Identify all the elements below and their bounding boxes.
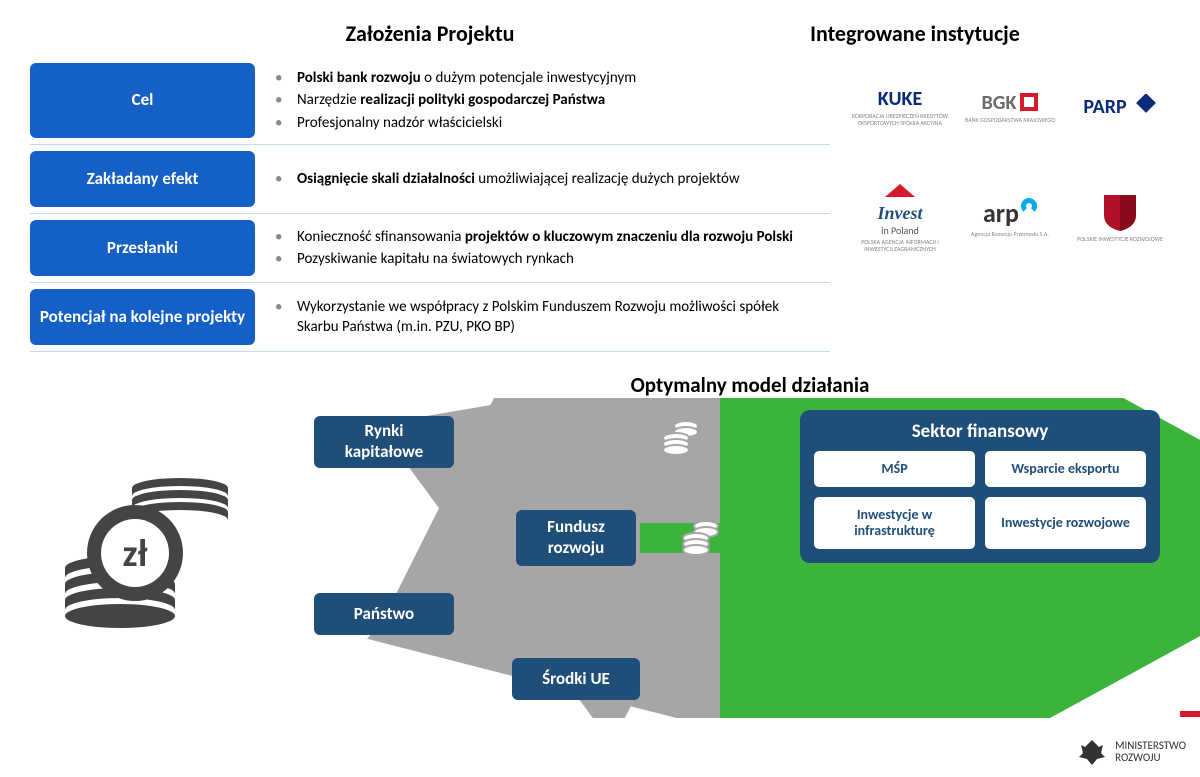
row-label: Cel	[30, 63, 255, 138]
title-model: Optymalny model działania	[0, 372, 1200, 398]
assumptions-table: Cel Polski bank rozwoju o dużym potencjal…	[30, 57, 830, 352]
eagle-icon	[1077, 737, 1107, 767]
box-rynki: Rynki kapitałowe	[314, 416, 454, 468]
institution-logo: KUKEKORPORACJA UBEZPIECZEŃ KREDYTÓW EKSP…	[850, 87, 950, 126]
box-srodki: Środki UE	[512, 658, 640, 700]
row-bullets: Polski bank rozwoju o dużym potencjale i…	[255, 63, 830, 138]
bullet-item: Narzędzie realizacji polityki gospodarcz…	[283, 90, 820, 110]
sector-cell-msp: MŚP	[814, 451, 975, 487]
box-panstwo: Państwo	[314, 593, 454, 635]
row-label: Potencjał na kolejne projekty	[30, 289, 255, 345]
assumption-row: Przesłanki Konieczność sfinansowania proj…	[30, 214, 830, 283]
institution-logos: KUKEKORPORACJA UBEZPIECZEŃ KREDYTÓW EKSP…	[830, 57, 1170, 352]
title-institutions: Integrowane instytucje	[560, 20, 1170, 47]
zl-coin-stack-icon: zł	[60, 458, 250, 638]
ministry-line2: ROZWOJU	[1115, 752, 1186, 764]
bullet-item: Osiągnięcie skali działalności umożliwia…	[283, 169, 820, 189]
assumption-row: Zakładany efekt Osiągnięcie skali działal…	[30, 145, 830, 214]
row-bullets: Wykorzystanie we współpracy z Polskim Fu…	[255, 289, 830, 345]
bullet-item: Konieczność sfinansowania projektów o kl…	[283, 227, 820, 247]
svg-text:zł: zł	[122, 531, 147, 577]
institution-logo: PARP	[1083, 94, 1156, 120]
row-bullets: Konieczność sfinansowania projektów o kl…	[255, 220, 830, 276]
red-accent-bar	[1180, 711, 1200, 717]
institution-logo: Investin PolandPOLSKA AGENCJA INFORMACJI…	[850, 182, 950, 252]
institution-logo: BGKBANK GOSPODARSTWA KRAJOWEGO	[965, 91, 1055, 124]
box-fundusz: Fundusz rozwoju	[516, 510, 636, 566]
sector-box: Sektor finansowy MŚP Wsparcie eksportu I…	[800, 410, 1160, 563]
bullet-item: Profesjonalny nadzór właścicielski	[283, 113, 820, 133]
assumption-row: Cel Polski bank rozwoju o dużym potencjal…	[30, 57, 830, 145]
institution-logo: POLSKIE INWESTYCJE ROZWOJOWE	[1077, 191, 1163, 243]
model-diagram: zł	[0, 398, 1200, 718]
title-assumptions: Założenia Projektu	[30, 20, 560, 47]
sector-cell-eksport: Wsparcie eksportu	[985, 451, 1146, 487]
sector-cell-rozwoj: Inwestycje rozwojowe	[985, 497, 1146, 549]
sector-cell-infra: Inwestycje w infrastrukturę	[814, 497, 975, 549]
coins-mini-icon-1	[660, 416, 702, 456]
assumption-row: Potencjał na kolejne projekty Wykorzystan…	[30, 283, 830, 352]
coins-mini-icon-2	[680, 516, 722, 556]
footer-ministry: MINISTERSTWO ROZWOJU	[1077, 737, 1186, 767]
row-bullets: Osiągnięcie skali działalności umożliwia…	[255, 151, 830, 207]
row-label: Zakładany efekt	[30, 151, 255, 207]
bullet-item: Pozyskiwanie kapitału na światowych rynk…	[283, 249, 820, 269]
bullet-item: Wykorzystanie we współpracy z Polskim Fu…	[283, 297, 820, 338]
institution-logo: arpAgencja Rozwoju Przemysłu S.A.	[971, 197, 1049, 238]
bullet-item: Polski bank rozwoju o dużym potencjale i…	[283, 68, 820, 88]
row-label: Przesłanki	[30, 220, 255, 276]
sector-title: Sektor finansowy	[814, 420, 1146, 443]
